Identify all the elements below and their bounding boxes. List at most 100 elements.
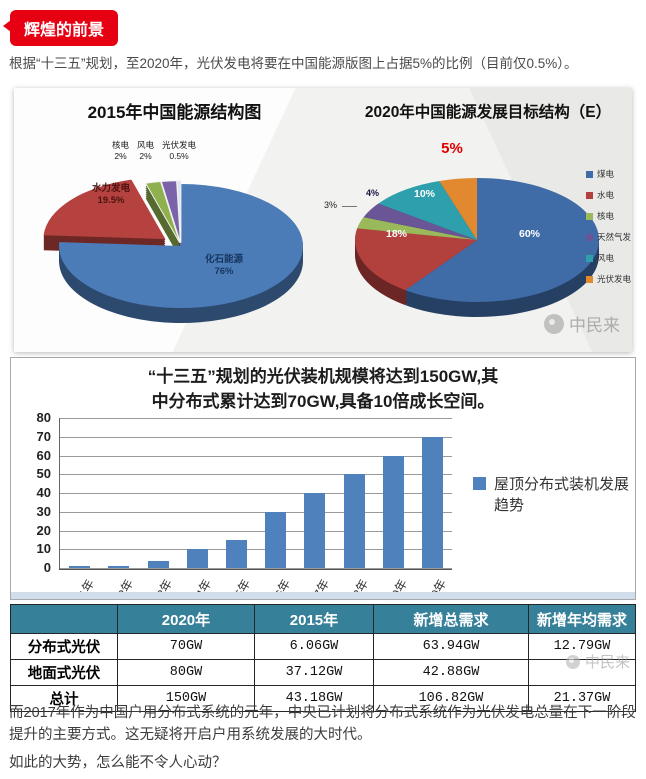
bar-2017年: [304, 493, 326, 568]
bar-2018年: [343, 474, 365, 568]
callout-nuclear-label: 核电: [112, 140, 130, 150]
nuclear2020-pct-label: 3%: [324, 200, 338, 210]
value-cell: 106.82GW: [372, 685, 530, 712]
footer-text: 而2017年作为中国户用分布式系统的元年，中央已计划将分布式系统作为光伏发电总量…: [9, 702, 641, 779]
solar2020-pct-label: 5%: [441, 140, 463, 157]
bar-y-axis: 80 70 60 50 40 30 20 10 0: [19, 410, 51, 575]
leader-line: [342, 206, 357, 207]
value-cell: 42.88GW: [372, 659, 530, 686]
table-row: 地面式光伏 80GW 37.12GW 42.88GW: [10, 659, 636, 686]
value-cell: 150GW: [116, 685, 255, 712]
pie-slice: [405, 178, 599, 302]
watermark-logo-icon: [544, 313, 564, 334]
watermark: 中民来: [544, 311, 620, 336]
legend-item-gas: 天然气发电: [586, 231, 632, 243]
pie-slice: [145, 186, 180, 248]
legend-marker: [586, 275, 593, 283]
bar-legend-label: 屋顶分布式装机发展趋势: [494, 476, 630, 514]
table-row: 总计 150GW 43.18GW 106.82GW 21.37GW: [10, 685, 636, 712]
watermark-text: 中民来: [569, 316, 620, 335]
badge-arrow-icon: [3, 20, 11, 32]
value-cell: [528, 659, 636, 686]
intro-paragraph: 根据“十三五”规划，至2020年，光伏发电将要在中国能源版图上占据5%的比例（目…: [9, 56, 578, 71]
pie-2015-callouts: 核电 2% 风电 2% 光伏发电 0.5%: [112, 140, 196, 162]
gas2020-pct-label: 4%: [366, 188, 380, 198]
callout-solar-pct: 0.5%: [169, 151, 189, 162]
pie-slice: [355, 228, 477, 291]
watermark: 中民来: [565, 651, 630, 672]
bottom-strip: [11, 592, 635, 599]
pie-slice: [145, 196, 180, 258]
section-badge-label: 辉煌的前景: [10, 10, 119, 46]
legend-label: 核电: [597, 211, 615, 221]
gridline: [60, 455, 452, 457]
row-label-cell: 地面式光伏: [10, 659, 118, 686]
bar-chart-title: “十三五”规划的光伏装机规模将达到150GW,其 中分布式累计达到70GW,具备…: [147, 367, 499, 411]
bar-2019年: [382, 455, 404, 568]
bar-plot-area: [59, 418, 452, 570]
pie-slice: [145, 188, 180, 250]
row-label-cell: 总计: [10, 685, 118, 712]
pie-slice: [176, 180, 182, 243]
value-cell: 43.18GW: [253, 685, 374, 712]
legend-item-hydro: 水电: [586, 189, 632, 201]
callout-nuclear-pct: 2%: [114, 151, 127, 162]
pie-slice: [43, 179, 166, 240]
legend-item-wind: 风电: [586, 252, 632, 264]
gridline: [60, 511, 452, 513]
wind2020-pct-label: 10%: [414, 188, 436, 200]
demand-table: 2020年 2015年 新增总需求 新增年均需求 分布式光伏 70GW 6.06GW 63.9…: [10, 604, 636, 712]
legend-item-nuclear: 核电: [586, 210, 632, 222]
table-header-cell: [10, 604, 118, 634]
gridline: [60, 530, 452, 532]
hydro-pct: 19.5%: [97, 194, 125, 206]
legend-marker: [586, 191, 593, 199]
bar-2013年: [147, 560, 169, 568]
fossil-slice-label: 化石能源 76%: [186, 254, 262, 278]
pie-slice: [145, 184, 180, 246]
value-cell: 80GW: [116, 659, 255, 686]
callout-nuclear: 核电 2%: [112, 140, 129, 162]
legend-marker: [586, 170, 593, 178]
gridline: [60, 436, 452, 438]
gridline: [60, 474, 452, 476]
y-tick-label: 70: [36, 428, 51, 444]
legend-label: 光伏发电: [597, 274, 632, 284]
legend-label: 天然气发电: [597, 232, 632, 242]
legend-label: 煤电: [597, 169, 615, 179]
callout-solar-label: 光伏发电: [162, 140, 197, 150]
table-header-cell: 新增总需求: [372, 604, 530, 634]
section-badge: 辉煌的前景: [3, 10, 119, 46]
y-tick-label: 10: [36, 541, 51, 557]
bar-2016年: [265, 511, 287, 568]
pie-slice: [378, 181, 477, 240]
pie-slice: [145, 194, 180, 256]
row-label-cell: 分布式光伏: [10, 633, 118, 660]
bar-2020年: [421, 436, 443, 568]
bar-2015年: [225, 539, 247, 568]
pie-slice: [357, 217, 477, 240]
callout-wind-pct: 2%: [139, 151, 152, 162]
gridline: [60, 568, 452, 569]
pie-slice: [363, 203, 477, 240]
legend-marker: [586, 233, 593, 241]
energy-structure-panel: 2015年中国能源结构图 2020年中国能源发展目标结构（E） 核电 2% 风电…: [14, 88, 632, 352]
pie-2020-title: 2020年中国能源发展目标结构（E）: [364, 104, 612, 121]
fossil-label: 化石能源: [204, 254, 243, 265]
bar-2014年: [186, 549, 208, 568]
y-tick-label: 50: [36, 466, 51, 482]
pie-slice: [439, 178, 477, 240]
legend-label: 风电: [597, 253, 615, 263]
value-cell: 70GW: [116, 633, 255, 660]
legend-marker: [586, 254, 593, 262]
hydro-label: 水力发电: [91, 183, 130, 194]
bar-2011年: [69, 566, 91, 568]
table-header-cell: 2020年: [116, 604, 255, 634]
gridline: [60, 418, 452, 419]
value-cell: 63.94GW: [372, 633, 530, 660]
pie-slice: [144, 181, 181, 244]
callout-solar: 光伏发电 0.5%: [162, 140, 196, 162]
pie-slice: [58, 184, 303, 308]
demand-table-wrap: 2020年 2015年 新增总需求 新增年均需求 分布式光伏 70GW 6.06GW 63.9…: [10, 604, 636, 712]
value-cell: 6.06GW: [253, 633, 374, 660]
